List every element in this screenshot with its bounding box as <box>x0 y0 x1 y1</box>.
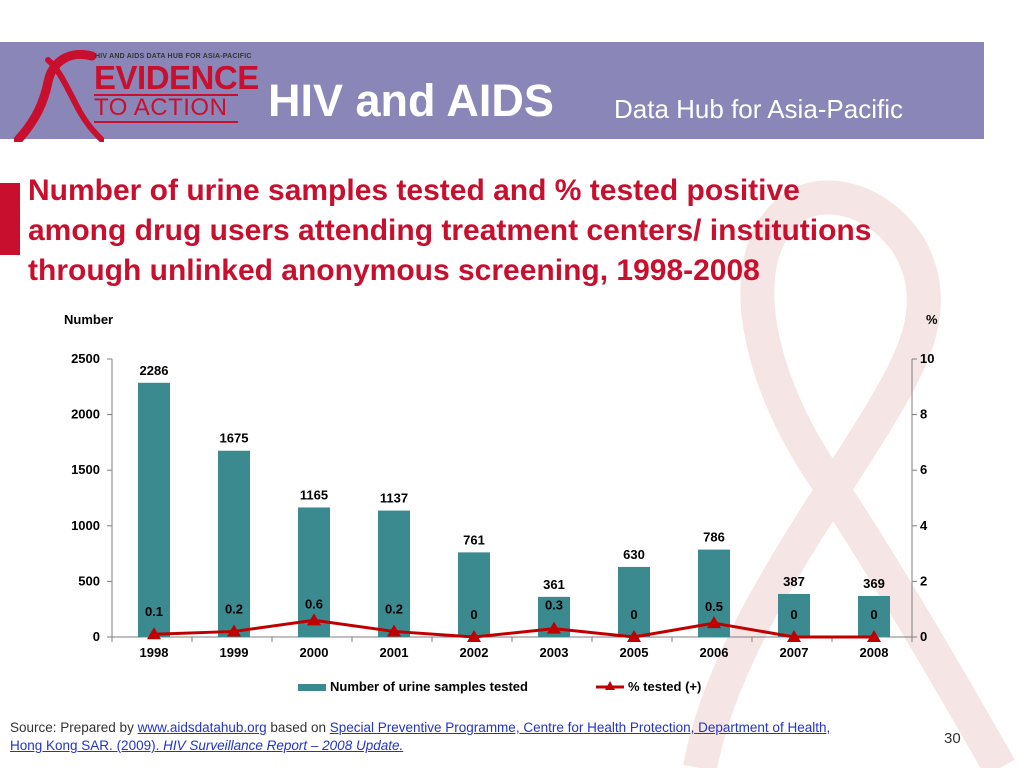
percent-value-label: 0 <box>470 607 477 622</box>
percent-value-label: 0.1 <box>145 604 163 619</box>
x-tick-label: 2008 <box>860 645 889 660</box>
y-tick-label: 0 <box>93 629 100 644</box>
y2-tick-label: 6 <box>920 462 927 477</box>
percent-value-label: 0 <box>790 607 797 622</box>
bar <box>378 510 410 637</box>
percent-marker <box>307 613 321 626</box>
x-tick-label: 2000 <box>300 645 329 660</box>
bar <box>458 552 490 637</box>
logo-divider <box>94 94 238 96</box>
x-tick-label: 1998 <box>140 645 169 660</box>
legend-bar-label: Number of urine samples tested <box>330 679 528 694</box>
bar-value-label: 2286 <box>140 363 169 378</box>
logo-tagline: HIV AND AIDS DATA HUB FOR ASIA-PACIFIC <box>95 53 252 60</box>
percent-marker <box>147 627 161 640</box>
legend-bar-swatch <box>298 684 326 691</box>
y2-tick-label: 8 <box>920 407 927 422</box>
legend-line-marker <box>605 681 615 690</box>
percent-value-label: 0 <box>870 607 877 622</box>
bar <box>778 593 810 637</box>
percent-marker <box>227 624 241 637</box>
logo-divider-bottom <box>94 121 238 123</box>
percent-value-label: 0.6 <box>305 596 323 611</box>
bar-value-label: 786 <box>703 530 725 545</box>
percent-marker <box>707 616 721 629</box>
bar <box>618 566 650 637</box>
percent-value-label: 0.3 <box>545 598 563 613</box>
bar-value-label: 1675 <box>220 431 249 446</box>
slide-title: Number of urine samples tested and % tes… <box>28 171 1018 291</box>
x-tick-label: 2002 <box>460 645 489 660</box>
logo-to-action: TO ACTION <box>94 94 228 121</box>
x-tick-label: 2007 <box>780 645 809 660</box>
source-middle: based on <box>266 720 330 735</box>
y-axis-title: Number <box>64 312 113 327</box>
y-tick-label: 2500 <box>71 351 100 366</box>
bar <box>138 382 170 637</box>
combo-chart: Number % 0 500 1000 1500 2000 2500 0 2 4 6 8 10 2286 19… <box>64 312 938 694</box>
x-tick-label: 2003 <box>540 645 569 660</box>
percent-value-label: 0.5 <box>705 599 723 614</box>
percent-marker <box>867 630 881 642</box>
y-tick-label: 1500 <box>71 462 100 477</box>
x-tick-label: 1999 <box>220 645 249 660</box>
title-accent-bar <box>0 183 20 255</box>
y2-tick-label: 4 <box>920 518 928 533</box>
percent-line <box>153 618 874 639</box>
y2-tick-label: 2 <box>920 573 927 588</box>
x-tick-label: 2001 <box>380 645 409 660</box>
percent-marker <box>387 624 401 637</box>
percent-marker <box>627 630 641 642</box>
source-link-programme[interactable]: Special Preventive Programme, Centre for… <box>329 720 831 735</box>
percent-value-label: 0 <box>630 607 637 622</box>
header-subtitle: Data Hub for Asia-Pacific <box>614 94 904 124</box>
bar-value-label: 1137 <box>380 491 408 506</box>
bar-value-label: 369 <box>863 576 885 591</box>
x-tick-label: 2005 <box>620 645 649 660</box>
percent-marker <box>787 630 801 642</box>
bar-value-label: 630 <box>623 547 645 562</box>
y2-tick-label: 0 <box>920 629 927 644</box>
slide-title-line-2: among drug users attending treatment cen… <box>28 214 872 247</box>
source-prefix: Source: Prepared by <box>10 720 138 735</box>
logo-evidence: EVIDENCE <box>94 59 259 96</box>
percent-value-label: 0.2 <box>385 601 403 616</box>
bar-value-label: 361 <box>543 577 565 592</box>
source-link-report[interactable]: Hong Kong SAR. (2009). HIV Surveillance … <box>10 738 404 753</box>
slide-title-line-1: Number of urine samples tested and % tes… <box>28 174 800 207</box>
x-tick-label: 2006 <box>700 645 729 660</box>
page-number: 30 <box>944 730 961 747</box>
bar-value-label: 761 <box>463 532 485 547</box>
legend-line-label: % tested (+) <box>628 679 701 694</box>
y2-tick-label: 10 <box>920 351 934 366</box>
red-ribbon-logo-icon <box>14 50 104 142</box>
slide-title-line-3: through unlinked anonymous screening, 19… <box>28 254 760 287</box>
percent-value-label: 0.2 <box>225 601 243 616</box>
y-tick-label: 500 <box>78 573 100 588</box>
source-note: Source: Prepared by www.aidsdatahub.org … <box>10 719 940 755</box>
percent-marker <box>547 621 561 634</box>
source-link-aidsdatahub[interactable]: www.aidsdatahub.org <box>137 720 267 735</box>
bar-value-label: 1165 <box>300 487 328 502</box>
y-tick-label: 2000 <box>71 407 100 422</box>
bar-value-label: 387 <box>783 574 805 589</box>
bar <box>218 450 250 637</box>
y-tick-label: 1000 <box>71 518 100 533</box>
y2-axis-title: % <box>926 312 938 327</box>
header-title: HIV and AIDS <box>268 75 554 126</box>
percent-marker <box>467 630 481 642</box>
